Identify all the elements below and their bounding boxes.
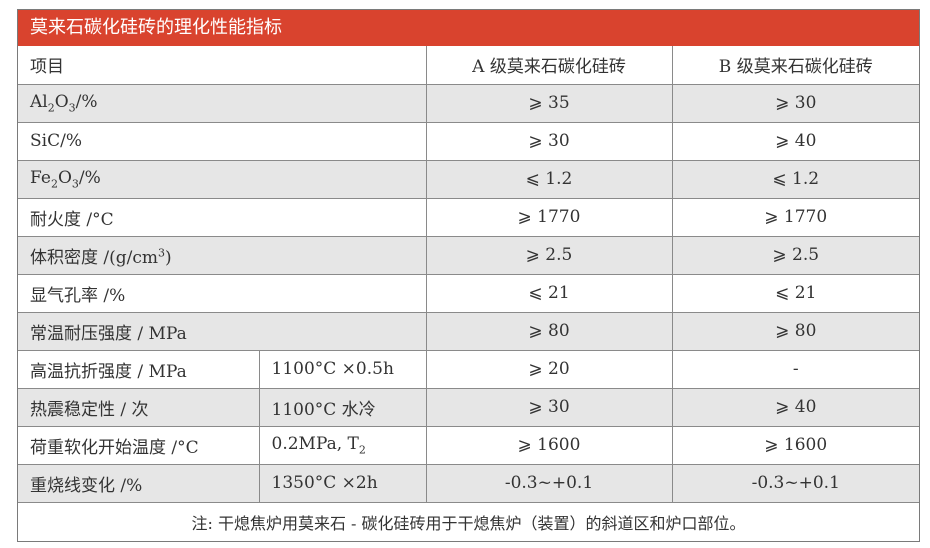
- cell-grade-a: ⩾ 35: [425, 83, 673, 123]
- row-label-hot-mor: 高温抗折强度 / MPa: [18, 349, 260, 389]
- cell-grade-b: ⩽ 1.2: [671, 159, 919, 199]
- table-row: 体积密度 /(g/cm3) ⩾ 2.5 ⩾ 2.5: [18, 235, 919, 275]
- cell-grade-a: -0.3~+0.1: [425, 463, 673, 503]
- row-condition: 1100°C ×0.5h: [258, 349, 427, 389]
- cell-grade-b: ⩽ 21: [671, 273, 919, 313]
- table-row: 常温耐压强度 / MPa ⩾ 80 ⩾ 80: [18, 311, 919, 351]
- cell-grade-a: ⩽ 1.2: [425, 159, 673, 199]
- table-row: 显气孔率 /% ⩽ 21 ⩽ 21: [18, 273, 919, 313]
- header-row: 项目 A 级莫来石碳化硅砖 B 级莫来石碳化硅砖: [18, 46, 919, 85]
- cell-grade-a: ⩾ 1600: [425, 425, 673, 465]
- row-label-al2o3: Al2O3/%: [18, 83, 427, 123]
- table-row: 重烧线变化 /% 1350°C ×2h -0.3~+0.1 -0.3~+0.1: [18, 463, 919, 503]
- cell-grade-b: -0.3~+0.1: [671, 463, 919, 503]
- row-label-ruL: 荷重软化开始温度 /°C: [18, 425, 260, 465]
- row-label-reheat-change: 重烧线变化 /%: [18, 463, 260, 503]
- cell-grade-a: ⩽ 21: [425, 273, 673, 313]
- row-label-bulk-density: 体积密度 /(g/cm3): [18, 235, 427, 275]
- cell-grade-b: -: [671, 349, 919, 389]
- cell-grade-b: ⩾ 1770: [671, 197, 919, 237]
- cell-grade-a: ⩾ 20: [425, 349, 673, 389]
- row-condition: 1350°C ×2h: [258, 463, 427, 503]
- note-row: 注: 干熄焦炉用莫来石 - 碳化硅砖用于干熄焦炉（装置）的斜道区和炉口部位。: [18, 501, 919, 541]
- cell-grade-b: ⩾ 40: [671, 121, 919, 161]
- cell-grade-a: ⩾ 2.5: [425, 235, 673, 275]
- cell-grade-a: ⩾ 30: [425, 121, 673, 161]
- spec-table: 项目 A 级莫来石碳化硅砖 B 级莫来石碳化硅砖 Al2O3/% ⩾ 35 ⩾ …: [18, 46, 919, 541]
- cell-grade-b: ⩾ 40: [671, 387, 919, 427]
- table-row: 高温抗折强度 / MPa 1100°C ×0.5h ⩾ 20 -: [18, 349, 919, 389]
- row-condition: 1100°C 水冷: [258, 387, 427, 427]
- row-label-refractoriness: 耐火度 /°C: [18, 197, 427, 237]
- cell-grade-b: ⩾ 1600: [671, 425, 919, 465]
- table-row: Fe2O3/% ⩽ 1.2 ⩽ 1.2: [18, 159, 919, 199]
- cell-grade-a: ⩾ 80: [425, 311, 673, 351]
- cell-grade-a: ⩾ 1770: [425, 197, 673, 237]
- row-condition: 0.2MPa, T2: [258, 425, 427, 465]
- row-label-porosity: 显气孔率 /%: [18, 273, 427, 313]
- cell-grade-b: ⩾ 2.5: [671, 235, 919, 275]
- table-row: SiC/% ⩾ 30 ⩾ 40: [18, 121, 919, 161]
- row-label-sic: SiC/%: [18, 121, 427, 161]
- table-row: 荷重软化开始温度 /°C 0.2MPa, T2 ⩾ 1600 ⩾ 1600: [18, 425, 919, 465]
- row-label-crushing-strength: 常温耐压强度 / MPa: [18, 311, 427, 351]
- header-item: 项目: [18, 46, 427, 85]
- table-row: 热震稳定性 / 次 1100°C 水冷 ⩾ 30 ⩾ 40: [18, 387, 919, 427]
- row-label-thermal-shock: 热震稳定性 / 次: [18, 387, 260, 427]
- cell-grade-b: ⩾ 30: [671, 83, 919, 123]
- cell-grade-b: ⩾ 80: [671, 311, 919, 351]
- table-row: Al2O3/% ⩾ 35 ⩾ 30: [18, 83, 919, 123]
- table-row: 耐火度 /°C ⩾ 1770 ⩾ 1770: [18, 197, 919, 237]
- spec-table-frame: 莫来石碳化硅砖的理化性能指标 项目 A 级莫来石碳化硅砖 B 级莫来石碳化硅砖 …: [17, 9, 920, 542]
- header-grade-a: A 级莫来石碳化硅砖: [425, 46, 673, 85]
- table-note: 注: 干熄焦炉用莫来石 - 碳化硅砖用于干熄焦炉（装置）的斜道区和炉口部位。: [18, 501, 919, 541]
- row-label-fe2o3: Fe2O3/%: [18, 159, 427, 199]
- table-title: 莫来石碳化硅砖的理化性能指标: [18, 10, 919, 46]
- cell-grade-a: ⩾ 30: [425, 387, 673, 427]
- header-grade-b: B 级莫来石碳化硅砖: [671, 46, 919, 85]
